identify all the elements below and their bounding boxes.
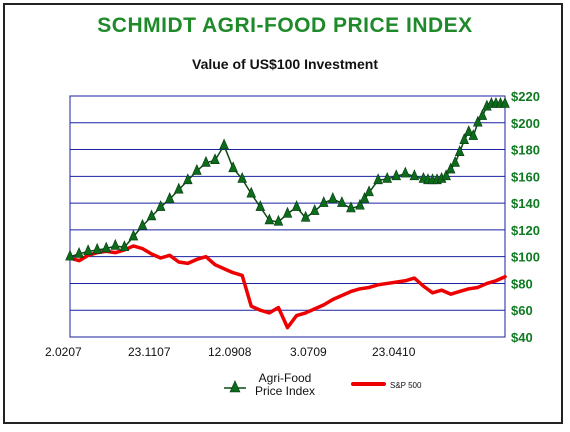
y-tick-label: $100 bbox=[511, 250, 540, 265]
agri-point bbox=[359, 192, 370, 203]
agri-point bbox=[473, 115, 483, 127]
agri-point bbox=[328, 192, 338, 203]
agri-point bbox=[210, 153, 220, 165]
agri-point bbox=[409, 169, 420, 181]
agri-point bbox=[83, 244, 93, 256]
agri-point bbox=[500, 96, 510, 108]
agri-point bbox=[155, 200, 166, 211]
agri-point bbox=[346, 201, 356, 213]
agri-point bbox=[309, 204, 320, 215]
agri-point bbox=[146, 209, 157, 221]
agri-point bbox=[454, 145, 465, 156]
agri-point bbox=[400, 166, 411, 178]
agri-point bbox=[119, 240, 130, 252]
plot-area bbox=[69, 95, 506, 338]
agri-point bbox=[74, 246, 84, 258]
agri-point bbox=[300, 210, 311, 222]
agri-point bbox=[192, 163, 202, 175]
y-tick-label: $160 bbox=[511, 169, 540, 184]
agri-point bbox=[282, 206, 293, 218]
chart-subtitle: Value of US$100 Investment bbox=[192, 56, 378, 72]
x-tick-label: 12.0908 bbox=[208, 345, 252, 359]
series-sp500-line bbox=[68, 244, 507, 330]
y-tick-label: $40 bbox=[511, 330, 533, 345]
agri-point bbox=[463, 125, 474, 136]
agri-point bbox=[468, 129, 479, 140]
y-tick-label: $180 bbox=[511, 143, 540, 158]
agri-point bbox=[164, 192, 175, 203]
legend-agri-marker bbox=[229, 380, 241, 393]
x-tick-label: 23.1107 bbox=[128, 345, 171, 359]
x-tick-label: 2.0207 bbox=[45, 345, 82, 359]
agri-point bbox=[450, 155, 460, 167]
agri-point bbox=[273, 214, 284, 226]
agri-point bbox=[355, 198, 365, 210]
agri-point bbox=[441, 169, 451, 181]
y-tick-label: $220 bbox=[511, 89, 540, 104]
agri-point bbox=[246, 186, 257, 198]
agri-point bbox=[318, 196, 329, 207]
agri-point bbox=[137, 218, 148, 230]
agri-point bbox=[445, 162, 456, 174]
agri-point bbox=[65, 249, 75, 261]
y-tick-label: $60 bbox=[511, 303, 533, 318]
agri-point bbox=[291, 200, 302, 211]
agri-point bbox=[373, 173, 383, 185]
x-tick-label: 23.0410 bbox=[372, 345, 416, 359]
legend-agri-label: Agri-Food Price Index bbox=[246, 372, 324, 398]
agri-point bbox=[477, 109, 488, 120]
legend-agri-line1: Agri-Food bbox=[258, 371, 312, 385]
legend-agri-line2: Price Index bbox=[254, 384, 316, 398]
x-tick-label: 3.0709 bbox=[290, 345, 327, 359]
agri-point bbox=[101, 241, 112, 253]
agri-point bbox=[264, 213, 275, 225]
agri-point bbox=[237, 171, 247, 183]
y-tick-label: $120 bbox=[511, 223, 540, 238]
agri-point bbox=[255, 200, 266, 211]
chart-frame bbox=[3, 3, 563, 424]
agri-point bbox=[364, 185, 374, 197]
y-tick-label: $80 bbox=[511, 276, 533, 291]
agri-point bbox=[391, 169, 402, 181]
agri-point bbox=[337, 196, 347, 207]
y-tick-label: $140 bbox=[511, 196, 540, 211]
agri-point bbox=[110, 238, 121, 250]
agri-point bbox=[183, 173, 193, 185]
agri-point bbox=[219, 138, 229, 150]
agri-point bbox=[201, 155, 211, 167]
agri-point bbox=[459, 133, 470, 144]
agri-point bbox=[382, 171, 392, 183]
agri-point bbox=[228, 161, 238, 173]
agri-point bbox=[92, 242, 102, 254]
chart-title: SCHMIDT AGRI-FOOD PRICE INDEX bbox=[97, 14, 473, 37]
agri-point bbox=[128, 229, 139, 241]
legend-sp-label: S&P 500 bbox=[390, 381, 422, 390]
y-tick-label: $200 bbox=[511, 116, 540, 131]
agri-point bbox=[173, 182, 184, 194]
